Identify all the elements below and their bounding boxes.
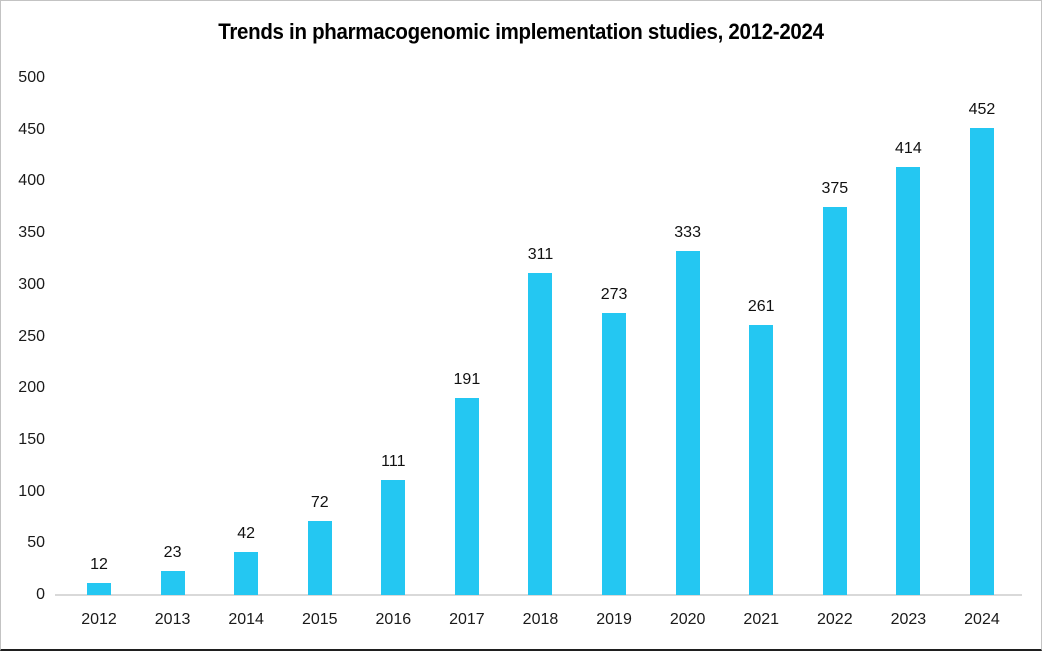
bar [160, 571, 185, 595]
x-axis-tick-label: 2020 [669, 611, 706, 628]
x-axis-tick-label: 2022 [817, 611, 853, 628]
x-axis-tick-label: 2023 [890, 611, 927, 628]
y-axis-tick-label: 500 [18, 69, 45, 86]
bar [969, 128, 994, 595]
x-axis-line [55, 594, 1022, 596]
x-axis-tick-label: 2018 [522, 611, 559, 628]
y-axis-tick-label: 0 [36, 586, 45, 603]
bar-value-label: 72 [310, 494, 329, 511]
y-axis-tick-label: 450 [18, 120, 45, 138]
bar-value-label: 452 [968, 101, 996, 118]
bar-value-label: 191 [453, 371, 481, 388]
bar [528, 273, 553, 595]
bar [307, 521, 332, 595]
x-axis-tick-label: 2017 [449, 611, 485, 628]
y-axis-tick-label: 400 [18, 172, 45, 190]
bar [381, 480, 406, 595]
bar [822, 207, 847, 595]
bar [234, 552, 259, 595]
y-axis-tick-label: 350 [18, 224, 45, 242]
bar-value-label: 111 [381, 453, 406, 470]
x-axis-tick-label: 2014 [228, 611, 264, 628]
x-axis-tick-label: 2012 [81, 611, 117, 628]
y-axis-tick-label: 300 [18, 275, 45, 293]
bar-value-label: 261 [747, 298, 775, 315]
bar [87, 583, 111, 595]
bar [602, 313, 627, 595]
bar-value-label: 375 [821, 180, 849, 197]
y-axis-tick-label: 50 [27, 534, 45, 552]
y-axis-tick-label: 150 [18, 430, 45, 448]
x-axis-tick-label: 2013 [154, 611, 191, 628]
bar [896, 167, 921, 595]
x-axis-tick-label: 2024 [964, 611, 1000, 628]
x-axis-tick-label: 2019 [596, 611, 632, 628]
bar [454, 398, 479, 595]
bar-value-label: 12 [90, 556, 108, 573]
bar-value-label: 311 [527, 246, 554, 263]
y-axis-tick-label: 200 [18, 379, 45, 397]
x-axis-tick-label: 2016 [375, 611, 412, 628]
y-axis-tick-label: 100 [18, 482, 45, 500]
chart-title: Trends in pharmacogenomic implementation… [218, 19, 824, 44]
bar-value-label: 23 [163, 544, 182, 561]
y-axis-tick-label: 250 [18, 327, 45, 345]
bar-value-label: 42 [237, 525, 256, 542]
x-axis-tick-label: 2021 [743, 611, 780, 628]
bar [749, 325, 774, 595]
bar-value-label: 273 [600, 286, 628, 303]
bar [675, 251, 700, 595]
bar-value-label: 333 [674, 224, 701, 241]
x-axis-tick-label: 2015 [301, 611, 338, 628]
bar-value-label: 414 [895, 140, 922, 157]
